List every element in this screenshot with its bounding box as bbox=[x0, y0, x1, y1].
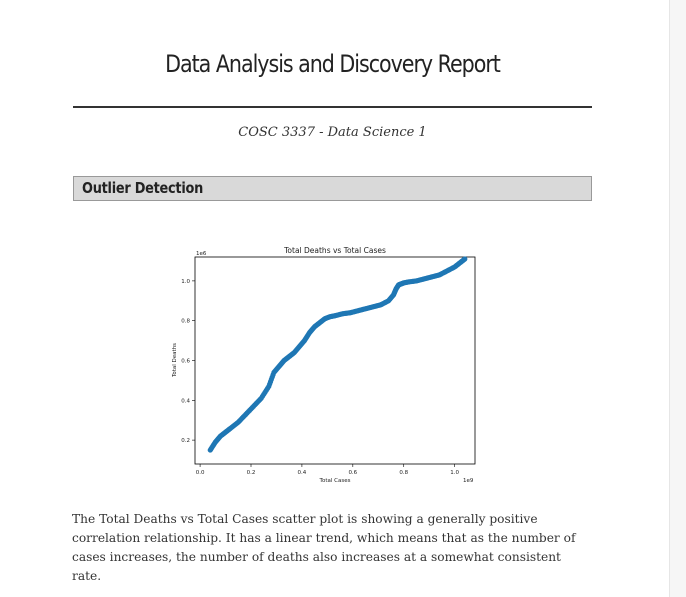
y-axis: 0.2 0.4 0.6 0.8 1.0 bbox=[181, 279, 195, 444]
scatter-chart: Total Deaths vs Total Cases 1e6 0.20.40.… bbox=[172, 246, 476, 484]
data-point bbox=[462, 256, 468, 262]
x-axis: 0.0 0.2 0.4 0.6 0.8 1.0 bbox=[196, 464, 460, 476]
y-tick-label: 0.6 bbox=[181, 359, 190, 365]
x-tick-label: 0.0 bbox=[196, 470, 205, 476]
x-tick-label: 0.4 bbox=[298, 470, 307, 476]
x-tick-label: 0.6 bbox=[348, 470, 357, 476]
title-divider bbox=[73, 106, 592, 108]
section-header: Outlier Detection bbox=[73, 176, 592, 201]
y-axis-label: Total Deaths bbox=[172, 343, 178, 378]
section-heading: Outlier Detection bbox=[82, 179, 204, 197]
y-tick-label: 0.4 bbox=[181, 398, 190, 404]
data-points bbox=[207, 256, 468, 453]
x-axis-scale-label: 1e9 bbox=[463, 478, 474, 484]
x-tick-label: 0.2 bbox=[247, 470, 256, 476]
y-tick-label: 0.2 bbox=[181, 438, 190, 444]
x-tick-label: 1.0 bbox=[450, 470, 459, 476]
x-axis-label: Total Cases bbox=[319, 478, 351, 484]
report-subtitle: COSC 3337 - Data Science 1 bbox=[238, 125, 427, 140]
y-tick-label: 1.0 bbox=[181, 279, 190, 285]
y-tick-label: 0.8 bbox=[181, 319, 190, 325]
plot-area bbox=[194, 256, 476, 465]
report-title: Data Analysis and Discovery Report bbox=[165, 50, 501, 78]
x-tick-label: 0.8 bbox=[399, 470, 408, 476]
y-axis-scale-label: 1e6 bbox=[196, 251, 207, 257]
right-gutter bbox=[669, 0, 686, 597]
analysis-paragraph: The Total Deaths vs Total Cases scatter … bbox=[72, 512, 576, 583]
chart-title: Total Deaths vs Total Cases bbox=[283, 246, 386, 255]
